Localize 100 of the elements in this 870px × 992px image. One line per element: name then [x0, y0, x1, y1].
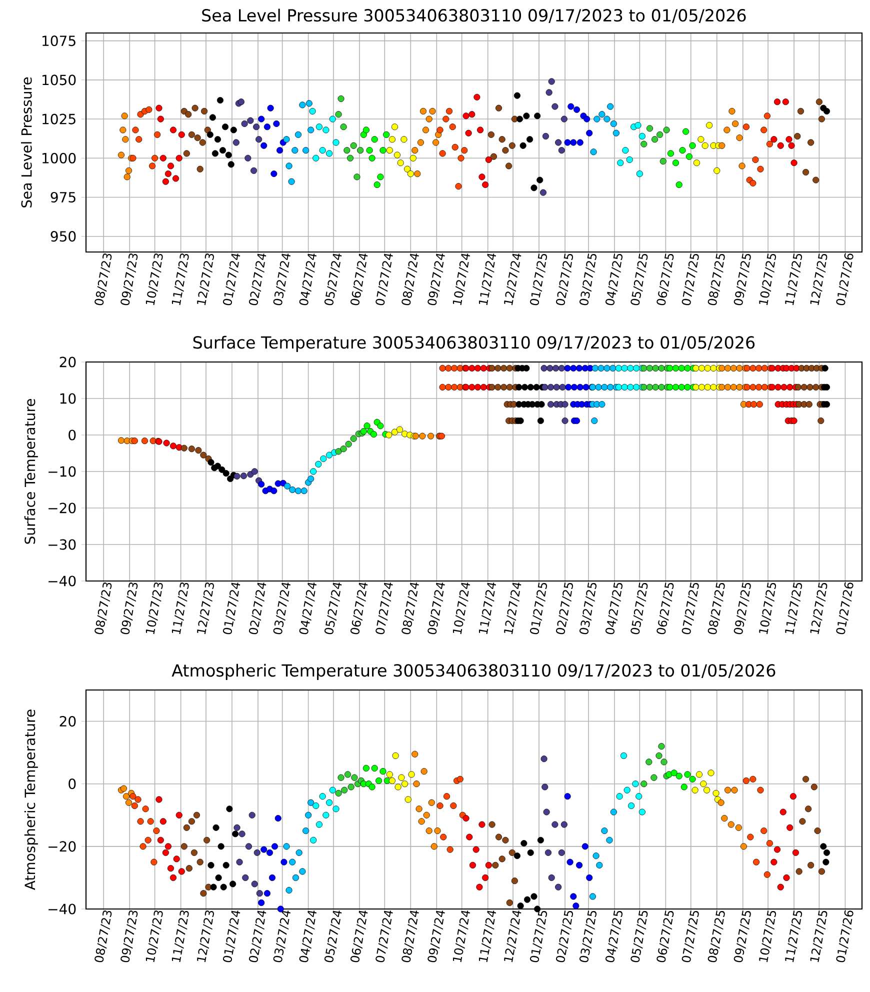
x-tick-label: 06/27/25	[656, 582, 674, 634]
x-tick-label: 08/27/25	[708, 254, 725, 306]
y-tick-label: 1075	[42, 36, 76, 46]
x-tick-label: 05/27/25	[630, 910, 648, 962]
x-tick-label: 01/27/24	[222, 582, 240, 634]
y-tick-label: −30	[48, 539, 76, 550]
y-tick-label: −40	[48, 904, 76, 914]
x-tick-label: 06/27/24	[350, 254, 368, 306]
x-tick-label: 11/27/24	[478, 254, 496, 306]
x-tick-label: 10/27/25	[759, 582, 776, 634]
x-tick-label: 01/27/26	[836, 253, 854, 306]
x-tick-label: 03/27/25	[579, 910, 597, 962]
x-tick-label: 05/27/24	[324, 254, 342, 306]
x-tick-label: 12/27/24	[504, 582, 522, 634]
x-tick-label: 09/27/24	[428, 910, 445, 962]
x-tick-label: 01/27/25	[530, 582, 548, 634]
x-tick-label: 11/27/25	[785, 582, 802, 634]
x-tick-label: 12/27/25	[810, 582, 828, 634]
y-tick-label: −40	[48, 576, 76, 586]
x-tick-label: 10/27/24	[452, 910, 470, 962]
x-tick-label: 12/27/23	[197, 910, 214, 962]
x-tick-label: 10/27/25	[759, 910, 776, 962]
x-tick-label: 04/27/24	[299, 910, 316, 962]
chart-title: Sea Level Pressure 300534063803110 09/17/2023 to 01/05/2026	[202, 8, 746, 23]
x-tick-label: 06/27/25	[656, 254, 674, 306]
x-tick-label: 08/27/24	[402, 254, 419, 306]
x-tick-label: 06/27/24	[350, 582, 368, 634]
x-tick-label: 12/27/24	[504, 910, 522, 962]
x-tick-label: 01/27/25	[530, 254, 548, 306]
x-tick-label: 09/27/24	[428, 582, 445, 634]
x-tick-label: 07/27/25	[682, 254, 699, 306]
chart-title: Atmospheric Temperature 300534063803110 09/17/2023 to 01/05/2026	[172, 664, 776, 680]
x-tick-label: 10/27/23	[146, 253, 163, 306]
x-tick-label: 08/27/23	[94, 253, 112, 306]
x-tick-label: 05/27/25	[630, 254, 648, 306]
y-tick-label: 0	[68, 430, 76, 440]
x-tick-label: 02/27/24	[248, 254, 266, 306]
x-tick-label: 01/27/25	[530, 910, 548, 962]
x-tick-label: 10/27/25	[759, 254, 776, 306]
x-tick-label: 08/27/25	[708, 582, 725, 634]
x-tick-label: 11/27/23	[172, 910, 189, 962]
y-axis-title: Sea Level Pressure	[21, 77, 32, 208]
x-tick-label: 09/27/23	[120, 910, 138, 962]
y-tick-label: 975	[50, 192, 76, 203]
x-tick-label: 12/27/23	[197, 253, 214, 306]
x-tick-label: 05/27/24	[324, 582, 342, 634]
x-tick-label: 12/27/24	[504, 254, 522, 306]
x-tick-label: 05/27/25	[630, 582, 648, 634]
y-axis-title: Surface Temperature	[24, 399, 38, 544]
chart-title: Surface Temperature 300534063803110 09/17/2023 to 01/05/2026	[193, 336, 755, 352]
x-tick-label: 08/27/23	[94, 582, 112, 634]
x-tick-label: 10/27/24	[452, 254, 470, 306]
x-tick-label: 11/27/23	[172, 582, 189, 634]
x-tick-label: 02/27/25	[556, 582, 574, 634]
x-tick-label: 02/27/24	[248, 910, 266, 962]
x-tick-label: 11/27/24	[478, 910, 496, 962]
x-tick-label: 04/27/25	[606, 582, 623, 634]
x-tick-label: 11/27/24	[478, 582, 496, 634]
x-tick-label: 04/27/24	[299, 254, 316, 306]
x-tick-label: 03/27/25	[579, 582, 597, 634]
x-tick-label: 01/27/24	[222, 254, 240, 306]
y-tick-label: −20	[48, 841, 76, 852]
y-axis-title: Atmospheric Temperature	[24, 710, 38, 890]
y-tick-label: 20	[60, 356, 76, 368]
x-tick-label: 07/27/24	[376, 254, 393, 306]
x-tick-label: 03/27/24	[273, 582, 290, 634]
x-tick-label: 07/27/24	[376, 910, 393, 962]
x-tick-label: 08/27/23	[94, 910, 112, 962]
x-tick-label: 10/27/24	[452, 582, 470, 634]
x-tick-label: 08/27/24	[402, 582, 419, 634]
y-tick-label: 1050	[42, 74, 76, 86]
x-tick-label: 04/27/25	[606, 254, 623, 306]
x-tick-label: 07/27/25	[682, 582, 699, 634]
x-tick-label: 10/27/23	[146, 582, 163, 634]
x-tick-label: 07/27/24	[376, 582, 393, 634]
x-tick-label: 09/27/25	[734, 910, 751, 962]
x-tick-label: 12/27/25	[810, 910, 828, 962]
x-tick-label: 02/27/24	[248, 582, 266, 634]
x-tick-label: 03/27/24	[273, 254, 290, 306]
y-tick-label: 950	[50, 231, 76, 242]
x-tick-label: 08/27/24	[402, 910, 419, 962]
x-tick-label: 07/27/25	[682, 910, 699, 962]
x-tick-label: 01/27/26	[836, 910, 854, 962]
y-tick-label: −20	[48, 502, 76, 514]
y-tick-label: 1025	[42, 114, 76, 124]
x-tick-label: 11/27/25	[785, 254, 802, 306]
x-tick-label: 12/27/23	[197, 582, 214, 634]
x-tick-label: 02/27/25	[556, 910, 574, 962]
y-tick-label: 20	[60, 716, 76, 727]
x-tick-label: 03/27/25	[579, 254, 597, 306]
x-tick-label: 01/27/24	[222, 910, 240, 962]
y-tick-label: 0	[68, 778, 76, 790]
x-tick-label: 04/27/24	[299, 582, 316, 634]
x-tick-label: 10/27/23	[146, 910, 163, 962]
y-tick-label: 1000	[42, 152, 76, 164]
x-tick-label: 09/27/23	[120, 253, 138, 306]
x-tick-label: 09/27/24	[428, 254, 445, 306]
x-tick-label: 08/27/25	[708, 910, 725, 962]
x-tick-label: 06/27/24	[350, 910, 368, 962]
x-tick-label: 11/27/25	[785, 910, 802, 962]
